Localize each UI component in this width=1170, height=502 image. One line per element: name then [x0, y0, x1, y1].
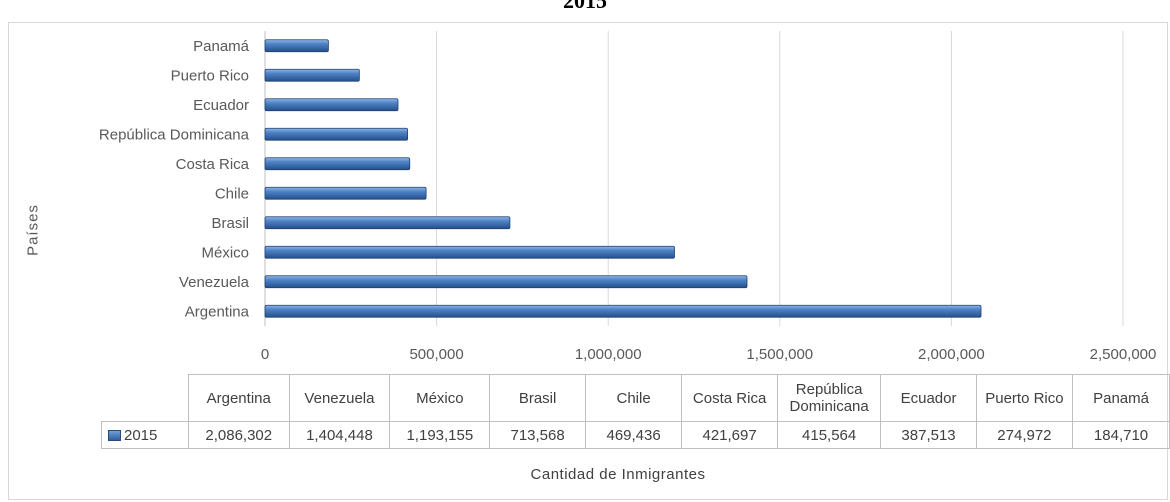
data-table-header-cell: Puerto Rico [975, 374, 1074, 422]
data-table-value-cell: 184,710 [1072, 421, 1170, 449]
data-table: Argentina Venezuela México Brasil Chile Costa… [101, 374, 1170, 449]
data-table-value-cell: 469,436 [584, 421, 683, 449]
data-table-value-cell: 387,513 [880, 421, 977, 449]
chart-area: 0 500,000 1,000,000 1,500,000 2,000,000 2,500… [8, 22, 1168, 500]
bar [264, 304, 982, 318]
x-tick-label: 1,500,000 [746, 346, 813, 363]
bar [264, 216, 511, 230]
y-tick-label: Venezuela [179, 274, 250, 291]
data-table-value-cell: 2,086,302 [187, 421, 290, 449]
y-tick-label: México [201, 244, 249, 261]
x-tick-label: 2,000,000 [918, 346, 985, 363]
series-name: 2015 [124, 426, 158, 444]
y-tick-label: Costa Rica [176, 156, 250, 173]
bar [264, 275, 748, 289]
data-table-header-cell: Costa Rica [681, 374, 778, 422]
y-tick-label: República Dominicana [99, 126, 250, 143]
data-table-header-row: Argentina Venezuela México Brasil Chile Costa… [101, 374, 1170, 422]
data-table-header-cell: Chile [584, 374, 683, 422]
data-table-header-cell: Venezuela [288, 374, 391, 422]
bar [264, 127, 409, 141]
data-table-header-cell: Argentina [187, 374, 290, 422]
y-tick-label: Puerto Rico [171, 67, 249, 84]
data-table-header-cell: Panamá [1072, 374, 1170, 422]
bar [264, 98, 399, 112]
data-table-value-cell: 421,697 [681, 421, 778, 449]
y-tick-label: Chile [215, 185, 249, 202]
y-tick-label: Panamá [193, 38, 250, 55]
bar [264, 39, 329, 53]
data-table-values-row: 2015 2,086,302 1,404,448 1,193,155 713,568 4… [101, 421, 1170, 449]
x-axis-title: Cantidad de Inmigrantes [530, 466, 706, 483]
data-table-series-label: 2015 [101, 421, 189, 449]
x-tick-label: 1,000,000 [575, 346, 642, 363]
data-table-corner [101, 374, 189, 422]
data-table-value-cell: 274,972 [975, 421, 1074, 449]
legend-key-icon [108, 430, 121, 442]
y-tick-label: Brasil [211, 215, 249, 232]
data-table-value-cell: 1,404,448 [288, 421, 391, 449]
bar [264, 68, 360, 82]
bar [264, 157, 411, 171]
data-table-value-cell: 1,193,155 [389, 421, 491, 449]
chart-title: 2015 [563, 0, 607, 13]
y-axis-title: Países [24, 204, 42, 256]
x-tick-label: 0 [261, 346, 269, 363]
bar [264, 186, 427, 200]
bar [264, 245, 675, 259]
data-table-header-cell: México [389, 374, 491, 422]
data-table-header-cell: República Dominicana [776, 374, 882, 422]
x-tick-label: 2,500,000 [1090, 346, 1157, 363]
data-table-header-cell: Brasil [489, 374, 586, 422]
y-tick-label: Ecuador [193, 97, 249, 114]
y-tick-label: Argentina [185, 303, 250, 320]
data-table-value-cell: 415,564 [776, 421, 882, 449]
plot-area: 0 500,000 1,000,000 1,500,000 2,000,000 2,500… [99, 31, 1157, 363]
data-table-header-cell: Ecuador [880, 374, 977, 422]
x-tick-label: 500,000 [409, 346, 463, 363]
data-table-value-cell: 713,568 [489, 421, 586, 449]
